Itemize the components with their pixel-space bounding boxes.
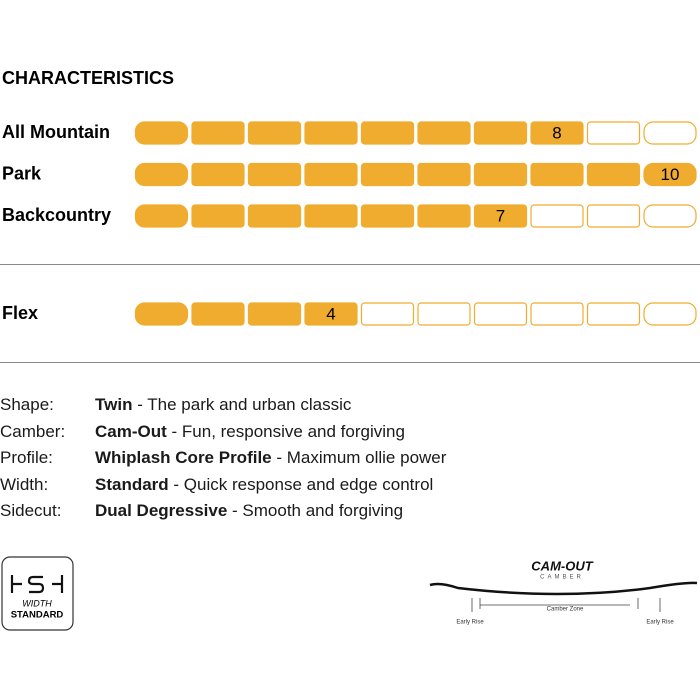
spec-name: Twin [95,395,133,414]
rating-bar [134,121,697,145]
board-profile [429,581,698,596]
rating-segment [247,162,302,187]
rating-segment [473,302,528,326]
rating-value: 8 [552,123,561,142]
spec-desc: - The park and urban classic [137,395,352,414]
spec-name: Standard [95,474,169,494]
spec-name: Whiplash Core Profile [95,448,272,467]
spec-value: Whiplash Core Profile - Maximum ollie po… [95,448,446,468]
rating-segment [530,162,584,187]
spec-desc: - Maximum ollie power [276,448,447,467]
section-title: CHARACTERISTICS [2,68,174,88]
rating-segment [134,121,189,145]
spec-desc: - Smooth and forgiving [232,501,404,520]
spec-desc: - Quick response and edge control [173,474,434,494]
rating-segment [643,204,697,228]
rating-label: Backcountry [2,205,111,225]
rating-segment [304,162,358,187]
camber-diagram: CAM-OUT CAMBER Camber Zone Early Rise Ea… [429,558,698,626]
rating-segment [530,302,584,326]
early-rise-right: Early Rise [646,620,674,626]
rating-value: 10 [661,165,680,184]
rating-segment [586,121,641,145]
rating-value: 4 [326,304,335,323]
rating-segment [643,302,697,326]
rating-segment [191,121,245,145]
spec-desc: - Fun, responsive and forgiving [171,421,405,441]
rating-segment [417,204,471,228]
badge-frame [1,556,74,631]
rating-segment [417,121,471,145]
rating-segment [360,162,415,187]
rating-segment [247,302,302,326]
rating-segment [191,302,245,326]
spec-value: Standard - Quick response and edge contr… [95,475,433,495]
rating-segment [247,121,302,145]
rating-segment [530,204,584,228]
rating-segment [586,162,641,187]
rating-segment [360,121,415,145]
spec-value: Cam-Out - Fun, responsive and forgiving [95,422,405,442]
rating-segment [304,204,358,228]
rating-segment [643,162,697,187]
rating-segment [360,302,415,326]
camber-logo-sub: CAMBER [540,575,584,581]
spec-name: Dual Degressive [95,501,228,520]
badge-icon [10,575,64,594]
rating-value: 7 [496,206,505,225]
spec-key: Shape: [0,395,54,414]
badge-line1: WIDTH [22,598,52,608]
early-rise-left: Early Rise [456,620,484,626]
rating-segment [134,302,189,326]
rating-segment [417,162,471,187]
rating-segment [643,121,697,145]
rating-segment [360,204,415,228]
spec-value: Dual Degressive - Smooth and forgiving [95,501,403,521]
rating-label: Park [2,163,42,183]
badge-line2: STANDARD [11,610,64,621]
rating-segment [473,121,528,145]
rating-segment [134,162,189,187]
spec-key: Width: [0,474,49,494]
rating-segment [247,204,302,228]
spec-key: Camber: [0,421,66,441]
rating-segment [191,162,245,187]
rating-segment [473,162,528,187]
rating-segment [304,121,358,145]
camber-logo: CAM-OUT [531,558,593,573]
rating-segment [530,121,584,145]
rating-segment [473,204,528,228]
spec-value: Twin - The park and urban classic [95,395,351,415]
rating-bar [134,302,697,326]
rating-segment [586,204,641,228]
rating-label: All Mountain [2,122,110,142]
rating-segment [134,204,189,228]
spec-key: Sidecut: [0,501,62,520]
rating-segment [586,302,641,326]
rating-bar [134,162,697,187]
rating-segment [417,302,471,326]
rating-label: Flex [2,303,38,323]
rating-segment [191,204,245,228]
spec-key: Profile: [0,448,53,467]
rating-bar [134,204,697,228]
zone-markers [471,598,661,612]
rating-segment [304,302,358,326]
camber-zone: Camber Zone [547,607,584,613]
spec-name: Cam-Out [95,421,167,441]
width-badge: WIDTH STANDARD [1,556,74,631]
